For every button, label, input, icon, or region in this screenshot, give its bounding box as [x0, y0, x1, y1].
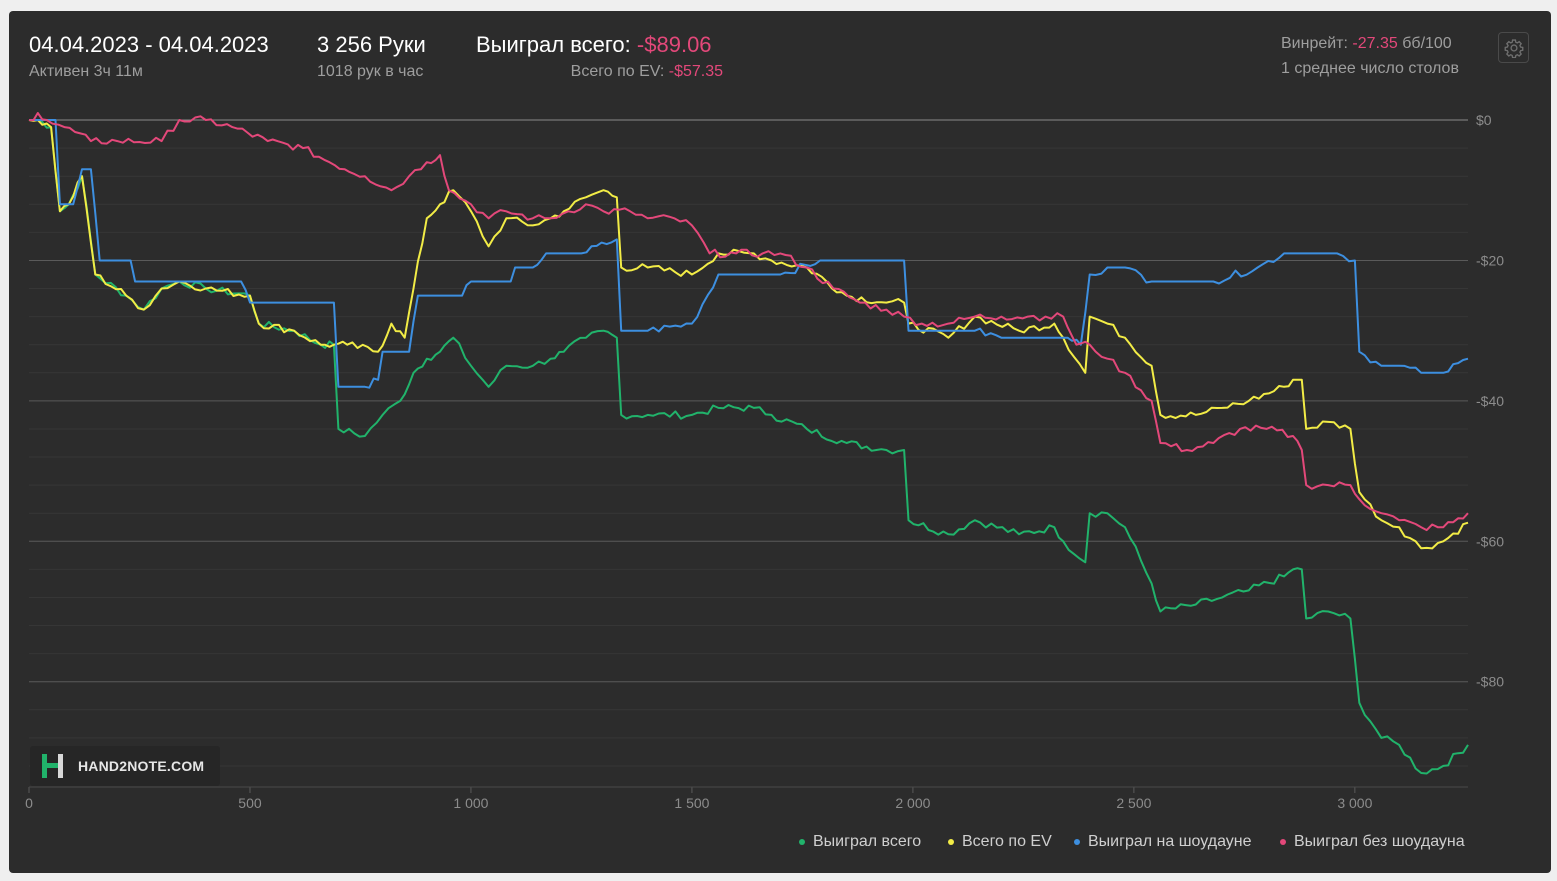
legend-label: Выиграл без шоудауна [1294, 833, 1465, 850]
legend-item-non-showdown[interactable]: Выиграл без шоудауна [1280, 833, 1465, 851]
gear-icon [1504, 38, 1523, 58]
x-tick-label: 2 500 [1116, 795, 1151, 811]
settings-button[interactable] [1498, 32, 1529, 63]
x-tick-label: 3 000 [1337, 795, 1372, 811]
winrate-value: -27.35 [1352, 35, 1398, 52]
series-line-4 [28, 112, 1469, 532]
x-tick-label: 2 000 [895, 795, 930, 811]
won-total: Выиграл всего: -$89.06 [476, 32, 712, 58]
winrate-unit: бб/100 [1402, 35, 1452, 52]
legend-item-won-total[interactable]: Выиграл всего [799, 833, 921, 851]
y-tick-label: -$20 [1476, 252, 1504, 268]
active-time: Активен 3ч 11м [29, 63, 143, 80]
x-tick-label: 500 [238, 795, 262, 811]
won-total-label: Выиграл всего: [476, 32, 631, 57]
legend-dot [799, 839, 805, 845]
won-total-value: -$89.06 [636, 32, 712, 57]
y-tick-label: $0 [1476, 112, 1492, 128]
date-range: 04.04.2023 - 04.04.2023 [29, 32, 269, 57]
avg-tables: 1 среднее число столов [1281, 60, 1459, 77]
y-axis: $0 -$20 -$40 -$60 -$80 [1476, 112, 1504, 690]
series-line-2 [28, 119, 1469, 550]
logo-text: HAND2NOTE.COM [78, 758, 205, 774]
winrate: Винрейт: -27.35 бб/100 [1281, 35, 1452, 53]
winrate-label: Винрейт: [1281, 35, 1348, 52]
legend-dot [1280, 839, 1286, 845]
logo-icon [42, 754, 63, 778]
y-tick-label: -$40 [1476, 393, 1504, 409]
y-tick-label: -$80 [1476, 674, 1504, 690]
series-line-3 [29, 119, 1469, 389]
legend-dot [948, 839, 954, 845]
ev-total: Всего по EV: -$57.35 [571, 63, 723, 81]
chart-panel [9, 11, 1551, 873]
legend-label: Всего по EV [962, 833, 1052, 850]
legend-dot [1074, 839, 1080, 845]
legend-item-showdown[interactable]: Выиграл на шоудауне [1074, 833, 1252, 851]
series-line-1 [28, 119, 1469, 775]
x-tick-label: 0 [25, 795, 33, 811]
ev-total-label: Всего по EV: [570, 63, 665, 80]
legend-item-ev-total[interactable]: Всего по EV [948, 833, 1052, 851]
x-tick-label: 1 500 [674, 795, 709, 811]
x-axis: 0 500 1 000 1 500 2 000 2 500 3 000 [25, 786, 1468, 811]
hand2note-logo: HAND2NOTE.COM [30, 746, 220, 786]
grid [29, 119, 1468, 767]
legend-label: Выиграл на шоудауне [1088, 833, 1252, 850]
x-tick-label: 1 000 [453, 795, 488, 811]
legend-label: Выиграл всего [813, 833, 922, 850]
series [28, 112, 1469, 775]
hands-count: 3 256 Руки [317, 32, 426, 57]
ev-total-value: -$57.35 [668, 63, 723, 80]
hands-per-hour: 1018 рук в час [317, 63, 424, 80]
y-tick-label: -$60 [1476, 533, 1504, 549]
